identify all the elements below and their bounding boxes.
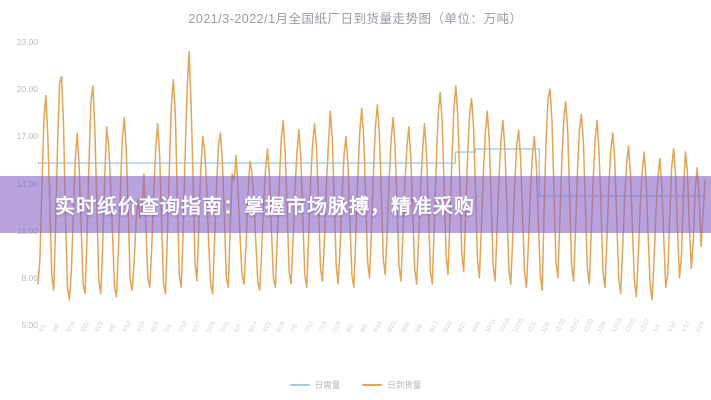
legend-swatch-demand — [289, 383, 310, 387]
y-tick-label: 23.00 — [16, 37, 38, 47]
banner-headline: 实时纸价查询指南：掌握市场脉搏，精准采购 — [55, 196, 475, 218]
legend-label-arrivals: 日到货量 — [387, 380, 422, 390]
y-tick-label: 17.00 — [16, 131, 38, 142]
y-tick-label: 5.00 — [21, 320, 38, 330]
legend-swatch-arrivals — [362, 383, 383, 387]
overlay-banner: 实时纸价查询指南：掌握市场脉搏，精准采购 — [0, 176, 711, 233]
legend-item-demand[interactable]: 日需量 — [289, 379, 341, 391]
legend-label-demand: 日需量 — [314, 380, 341, 390]
y-tick-label: 8.00 — [21, 272, 38, 283]
y-tick-label: 20.00 — [16, 84, 38, 95]
chart-title: 2021/3-2022/1月全国纸厂日到货量走势图（单位：万吨） — [188, 12, 523, 26]
chart-legend: 日需量 日到货量 — [0, 379, 711, 391]
legend-item-arrivals[interactable]: 日到货量 — [362, 379, 421, 391]
